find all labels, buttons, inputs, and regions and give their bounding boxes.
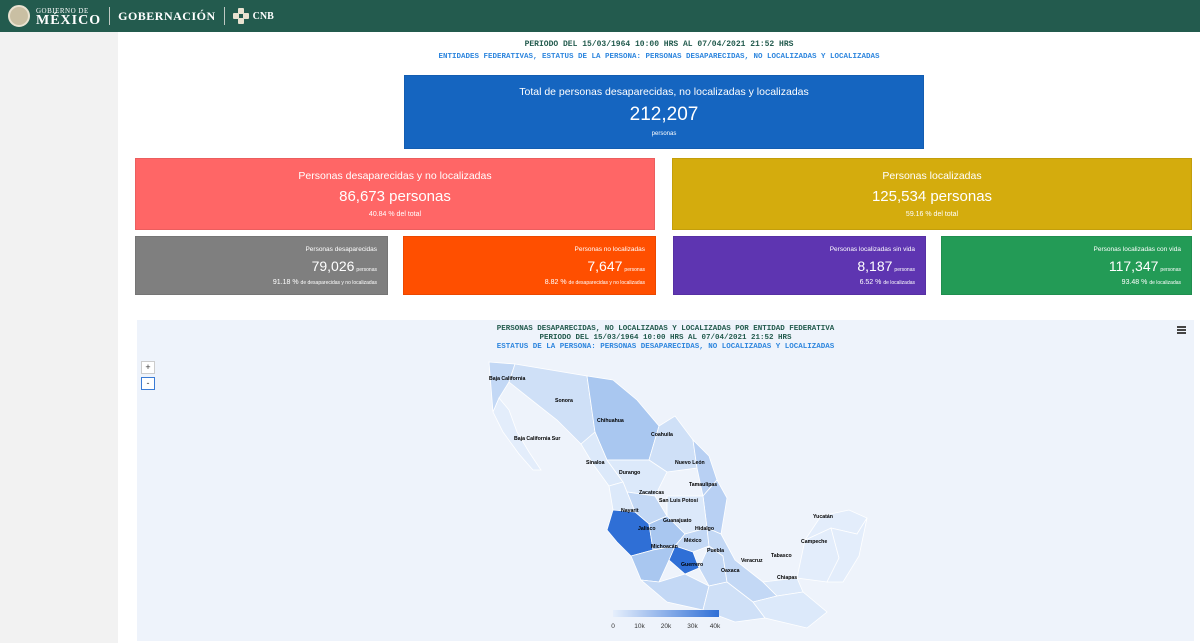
top-header: GOBIERNO DE MÉXICO GOBERNACIÓN CNB (0, 0, 1200, 32)
label-yucatan: Yucatán (813, 514, 833, 520)
missing-label: Personas desaparecidas y no localizadas (298, 170, 492, 182)
report-subtitle: ENTIDADES FEDERATIVAS, ESTATUS DE LA PER… (438, 53, 880, 61)
map-title-line2: PERIODO DEL 15/03/1964 10:00 HRS AL 07/0… (539, 334, 792, 342)
gobierno-logo[interactable]: GOBIERNO DE MÉXICO (36, 6, 102, 28)
state-chiapas (752, 591, 828, 629)
label-puebla: Puebla (707, 548, 724, 554)
located-alive-card: Personas localizadas con vida 117,347 per… (941, 236, 1192, 295)
located-dead-desc: de localizadas (883, 280, 915, 286)
not-located-value: 7,647 (587, 258, 623, 274)
menu-icon[interactable] (1177, 326, 1186, 334)
not-located-label: Personas no localizadas (574, 246, 645, 253)
national-seal-icon (8, 5, 30, 27)
located-dead-unit: personas (894, 267, 915, 273)
label-tabasco: Tabasco (771, 553, 792, 559)
disappeared-unit: personas (356, 267, 377, 273)
cnb-logo[interactable]: CNB (252, 10, 274, 22)
label-chihuahua: Chihuahua (597, 418, 624, 424)
map-title-line3: ESTATUS DE LA PERSONA: PERSONAS DESAPARE… (496, 343, 835, 351)
located-alive-label: Personas localizadas con vida (1093, 246, 1181, 253)
legend-tick-30k: 30k (687, 623, 698, 630)
located-alive-value: 117,347 (1108, 258, 1159, 274)
missing-card: Personas desaparecidas y no localizadas … (135, 158, 655, 230)
cnb-text: CNB (252, 10, 274, 22)
not-located-pct: 8.82 % (544, 279, 567, 286)
cnb-emblem-icon (232, 8, 249, 24)
mexico-choropleth-map[interactable]: Baja California Sonora Chihuahua Coahuil… (137, 320, 1194, 641)
state-baja-california-sur (492, 397, 542, 471)
label-mexico: México (684, 538, 702, 544)
gobernacion-link[interactable]: GOBERNACIÓN (118, 8, 216, 23)
dashboard-main: PERIODO DEL 15/03/1964 10:00 HRS AL 07/0… (118, 32, 1200, 643)
missing-pct: 40.84 % del total (368, 211, 422, 218)
legend-tick-0: 0 (611, 623, 615, 630)
disappeared-card: Personas desaparecidas 79,026 personas 91… (135, 236, 388, 295)
map-panel: PERSONAS DESAPARECIDAS, NO LOCALIZADAS Y… (137, 320, 1194, 641)
gobierno-big-text: MÉXICO (36, 13, 102, 28)
label-campeche: Campeche (801, 539, 827, 545)
not-located-card: Personas no localizadas 7,647 personas 8.… (403, 236, 656, 295)
label-guerrero: Guerrero (681, 562, 703, 568)
label-chiapas: Chiapas (777, 575, 797, 581)
header-divider (223, 7, 225, 25)
located-alive-desc: de localizadas (1149, 280, 1181, 286)
label-nayarit: Nayarit (621, 508, 639, 514)
legend-tick-10k: 10k (634, 623, 645, 630)
total-label: Total de personas desaparecidas, no loca… (519, 86, 809, 98)
total-value: 212,207 (629, 104, 699, 125)
label-baja-california-sur: Baja California Sur (514, 436, 560, 442)
located-dead-pct: 6.52 % (859, 279, 882, 286)
located-card: Personas localizadas 125,534 personas 59… (672, 158, 1192, 230)
label-tamaulipas: Tamaulipas (689, 482, 717, 488)
total-card: Total de personas desaparecidas, no loca… (404, 75, 924, 149)
not-located-desc: de desaparecidas y no localizadas (568, 280, 645, 286)
missing-value: 86,673 personas (339, 188, 451, 205)
label-oaxaca: Oaxaca (721, 568, 740, 574)
legend-colorbar (613, 610, 719, 617)
map-title-line1: PERSONAS DESAPARECIDAS, NO LOCALIZADAS Y… (496, 325, 835, 333)
label-zacatecas: Zacatecas (639, 490, 664, 496)
legend-tick-20k: 20k (661, 623, 672, 630)
label-michoacan: Michoacán (651, 544, 678, 550)
state-hidalgo (674, 527, 710, 553)
legend-tick-40k: 40k (710, 623, 721, 630)
located-alive-pct: 93.48 % (1121, 279, 1148, 286)
gobierno-small-text: GOBIERNO DE (36, 7, 89, 15)
located-dead-value: 8,187 (857, 258, 893, 274)
disappeared-value: 79,026 (311, 258, 355, 274)
header-divider (109, 7, 111, 25)
total-unit: personas (651, 131, 677, 137)
label-hidalgo: Hidalgo (695, 526, 714, 532)
label-san-luis-potosi: San Luis Potosí (659, 498, 698, 504)
not-located-unit: personas (624, 267, 645, 273)
disappeared-pct: 91.18 % (272, 279, 299, 286)
located-alive-unit: personas (1160, 267, 1181, 273)
disappeared-desc: de desaparecidas y no localizadas (300, 280, 377, 286)
label-nuevo-leon: Nuevo León (675, 460, 705, 466)
left-gutter (0, 32, 118, 643)
zoom-out-button[interactable]: - (141, 377, 155, 390)
label-durango: Durango (619, 470, 640, 476)
label-baja-california: Baja California (489, 376, 525, 382)
label-sinaloa: Sinaloa (586, 460, 605, 466)
label-veracruz: Veracruz (741, 558, 763, 564)
state-baja-california (488, 361, 516, 413)
state-quintana-roo (826, 517, 868, 583)
located-dead-label: Personas localizadas sin vida (829, 246, 915, 253)
located-pct: 59.16 % del total (905, 211, 959, 218)
disappeared-label: Personas desaparecidas (305, 246, 377, 253)
report-period: PERIODO DEL 15/03/1964 10:00 HRS AL 07/0… (524, 40, 794, 49)
label-jalisco: Jalisco (638, 526, 656, 532)
label-sonora: Sonora (555, 398, 573, 404)
located-label: Personas localizadas (882, 170, 982, 182)
map-title: PERSONAS DESAPARECIDAS, NO LOCALIZADAS Y… (137, 325, 1194, 352)
label-guanajuato: Guanajuato (663, 518, 692, 524)
located-value: 125,534 personas (871, 188, 993, 205)
located-dead-card: Personas localizadas sin vida 8,187 perso… (673, 236, 926, 295)
zoom-in-button[interactable]: + (141, 361, 155, 374)
label-coahuila: Coahuila (651, 432, 673, 438)
